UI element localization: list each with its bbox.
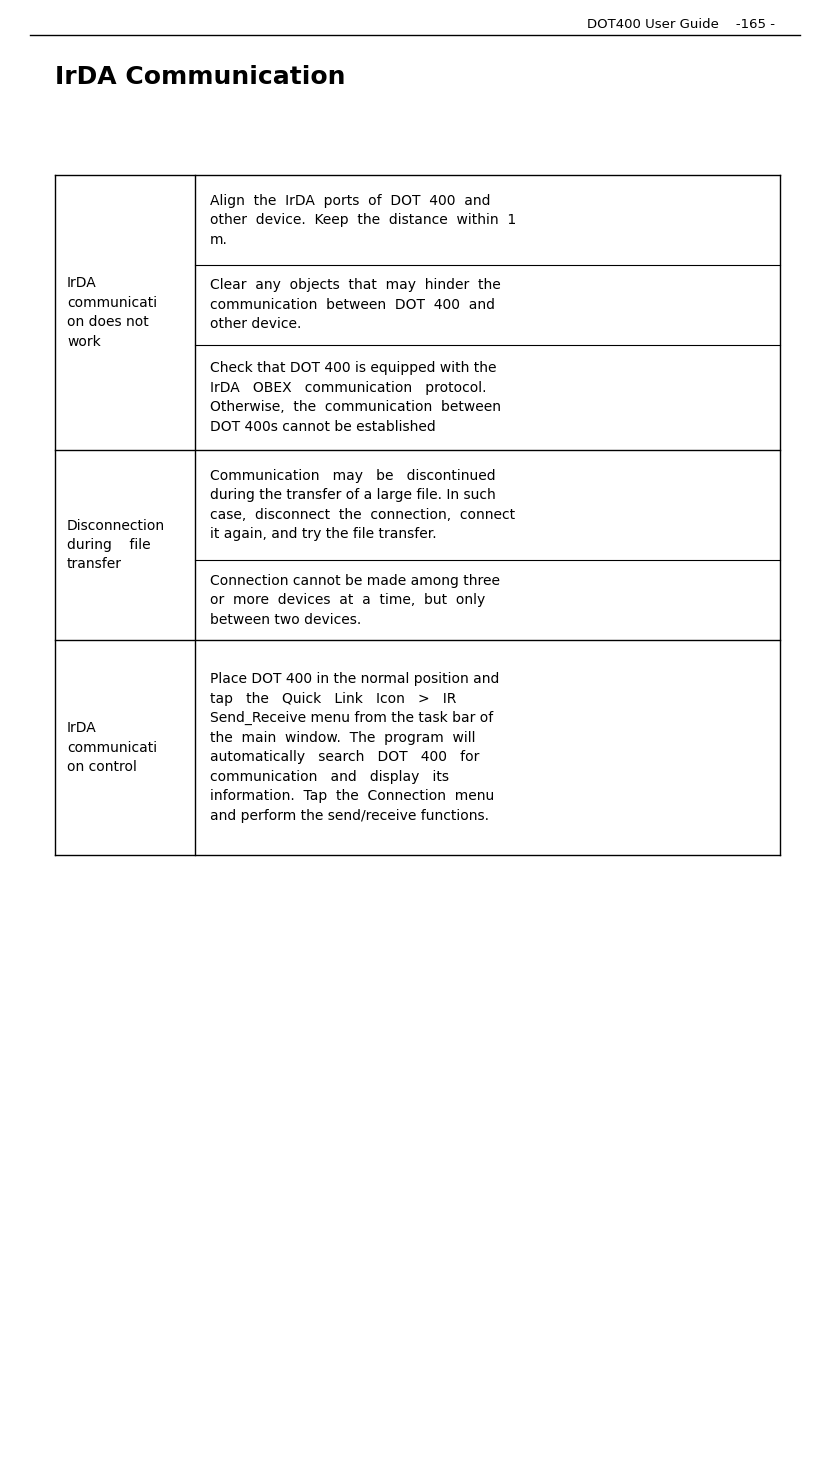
Text: Clear  any  objects  that  may  hinder  the
communication  between  DOT  400  an: Clear any objects that may hinder the co…: [210, 279, 501, 332]
Text: Connection cannot be made among three
or  more  devices  at  a  time,  but  only: Connection cannot be made among three or…: [210, 574, 500, 626]
Text: IrDA
communicati
on control: IrDA communicati on control: [67, 721, 157, 774]
Text: Communication   may   be   discontinued
during the transfer of a large file. In : Communication may be discontinued during…: [210, 469, 515, 541]
Text: Align  the  IrDA  ports  of  DOT  400  and
other  device.  Keep  the  distance  : Align the IrDA ports of DOT 400 and othe…: [210, 193, 516, 246]
Text: Disconnection
during    file
transfer: Disconnection during file transfer: [67, 519, 165, 571]
Text: IrDA
communicati
on does not
work: IrDA communicati on does not work: [67, 276, 157, 349]
Text: Place DOT 400 in the normal position and
tap   the   Quick   Link   Icon   >   I: Place DOT 400 in the normal position and…: [210, 672, 499, 823]
Text: Check that DOT 400 is equipped with the
IrDA   OBEX   communication   protocol.
: Check that DOT 400 is equipped with the …: [210, 362, 501, 433]
Text: DOT400 User Guide    -165 -: DOT400 User Guide -165 -: [587, 18, 775, 31]
Text: IrDA Communication: IrDA Communication: [55, 65, 346, 89]
